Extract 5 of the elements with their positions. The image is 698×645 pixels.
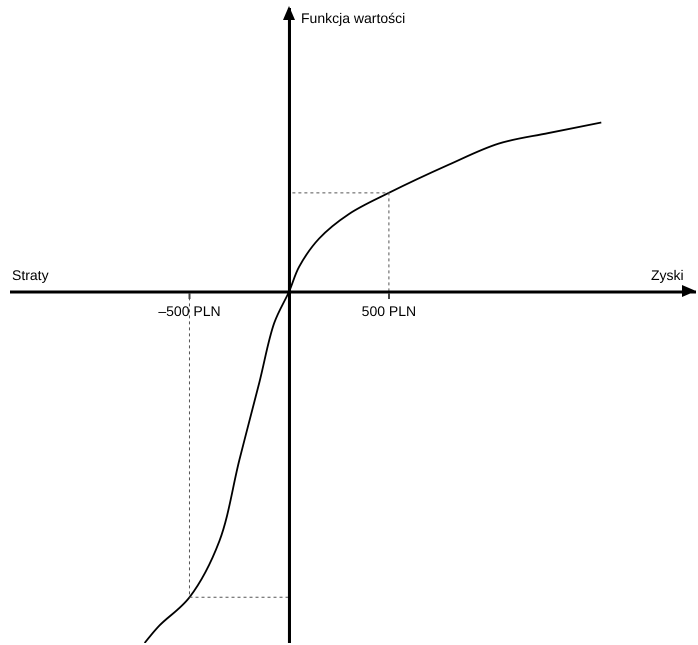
x-axis-title: Zyski [651, 267, 684, 283]
text: Funkcja wartości [301, 10, 406, 26]
annotation: Straty [12, 267, 49, 283]
x-tick-label: 500 PLN [362, 302, 416, 319]
x-tick-label: –500 PLN [158, 302, 221, 319]
